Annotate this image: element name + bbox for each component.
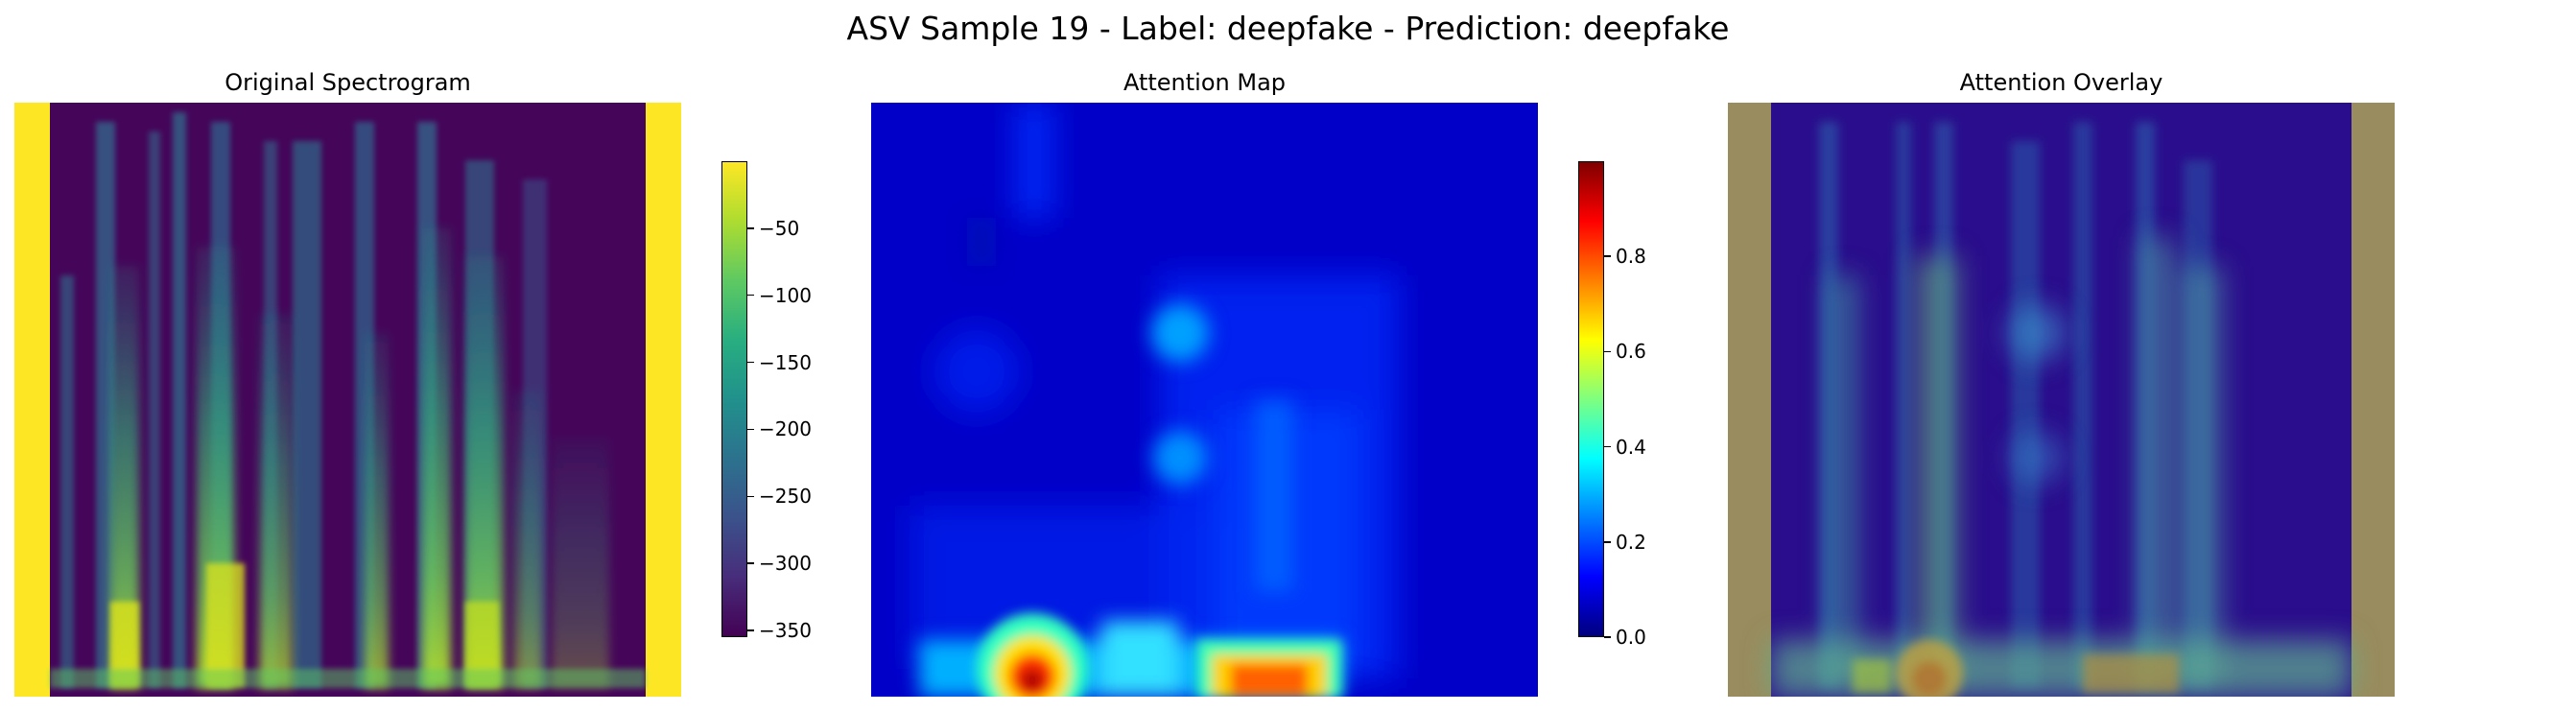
colorbar-tick-label: −200 xyxy=(759,417,812,441)
spectrogram-image xyxy=(14,103,681,697)
colorbar-tick-mark xyxy=(747,629,754,631)
colorbar-tick-mark xyxy=(1604,255,1611,257)
colorbar-tick-label: 0.6 xyxy=(1616,340,1646,364)
colorbar-tick-label: 0.0 xyxy=(1616,626,1646,649)
colorbar-tick-mark xyxy=(747,361,754,364)
colorbar-tick-label: −50 xyxy=(759,216,800,240)
colorbar-tick-mark xyxy=(747,294,754,297)
colorbar-tick-label: −300 xyxy=(759,552,812,576)
attention-overlay-image xyxy=(1728,103,2395,697)
colorbar-tick-label: −100 xyxy=(759,283,812,307)
colorbar-tick-label: 0.2 xyxy=(1616,530,1646,554)
colorbar-tick-mark xyxy=(1604,350,1611,353)
figure-title: ASV Sample 19 - Label: deepfake - Predic… xyxy=(846,10,1730,47)
attention-map-image xyxy=(871,103,1538,697)
attention-overlay-title: Attention Overlay xyxy=(1959,69,2163,96)
colorbar-tick-mark xyxy=(747,562,754,564)
colorbar-tick-label: 0.8 xyxy=(1616,245,1646,269)
spectrogram-colorbar xyxy=(721,161,747,637)
colorbar-tick-label: −250 xyxy=(759,485,812,509)
spectrogram-title: Original Spectrogram xyxy=(225,69,471,96)
colorbar-tick-mark xyxy=(1604,541,1611,543)
colorbar-tick-mark xyxy=(747,428,754,431)
attention-colorbar xyxy=(1578,161,1604,637)
attention-map-title: Attention Map xyxy=(1123,69,1287,96)
colorbar-tick-label: 0.4 xyxy=(1616,435,1646,459)
colorbar-tick-mark xyxy=(747,227,754,229)
colorbar-tick-mark xyxy=(1604,445,1611,448)
colorbar-tick-label: −350 xyxy=(759,619,812,642)
colorbar-tick-label: −150 xyxy=(759,350,812,374)
colorbar-tick-mark xyxy=(1604,636,1611,638)
colorbar-tick-mark xyxy=(747,495,754,498)
